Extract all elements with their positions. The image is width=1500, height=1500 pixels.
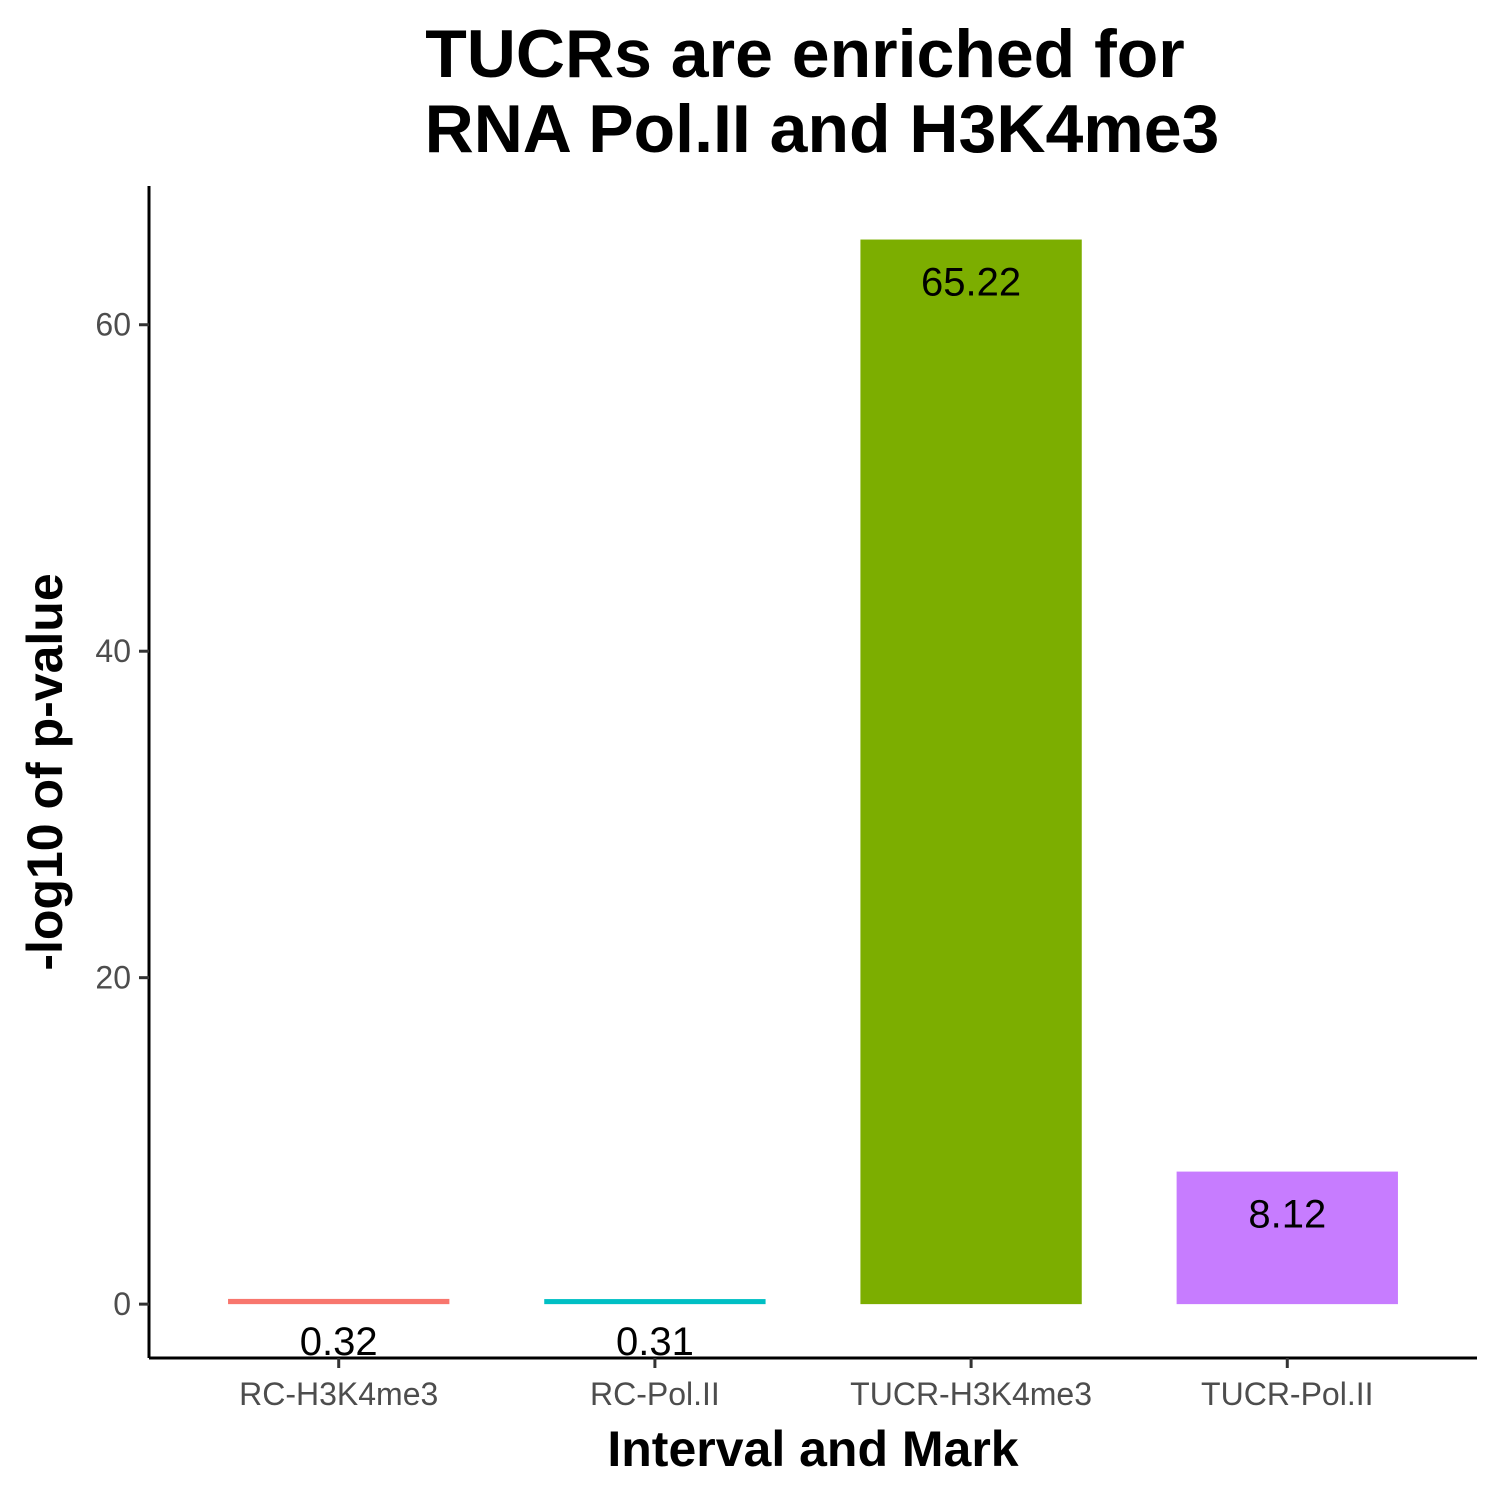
y-tick-label: 0 bbox=[113, 1286, 131, 1322]
bar-rc-h3k4me3 bbox=[228, 1298, 450, 1305]
y-ticks-group: 0 20 40 60 bbox=[95, 307, 149, 1322]
x-ticks-group: RC-H3K4me3 RC-Pol.II TUCR-H3K4me3 TUCR-Pol.… bbox=[239, 1358, 1374, 1412]
chart-title-line-1: TUCRs are enriched for bbox=[425, 16, 1185, 92]
y-tick-label: 40 bbox=[95, 633, 131, 669]
bars-group bbox=[228, 239, 1398, 1305]
data-label-3: 65.22 bbox=[921, 261, 1021, 305]
y-tick-label: 60 bbox=[95, 307, 131, 343]
y-axis-title: -log10 of p-value bbox=[17, 573, 73, 970]
data-label-4: 8.12 bbox=[1248, 1193, 1326, 1237]
x-tick-label: RC-Pol.II bbox=[590, 1376, 720, 1412]
bar-tucr-h3k4me3 bbox=[860, 239, 1082, 1305]
chart-title-line-2: RNA Pol.II and H3K4me3 bbox=[425, 91, 1220, 167]
x-tick-label: TUCR-Pol.II bbox=[1201, 1376, 1373, 1412]
y-tick-label: 20 bbox=[95, 960, 131, 996]
x-tick-label: RC-H3K4me3 bbox=[239, 1376, 438, 1412]
bar-tucr-pol-ii bbox=[1176, 1171, 1398, 1305]
x-axis-title: Interval and Mark bbox=[607, 1421, 1018, 1477]
bar-rc-pol-ii bbox=[544, 1299, 766, 1305]
x-tick-label: TUCR-H3K4me3 bbox=[850, 1376, 1092, 1412]
